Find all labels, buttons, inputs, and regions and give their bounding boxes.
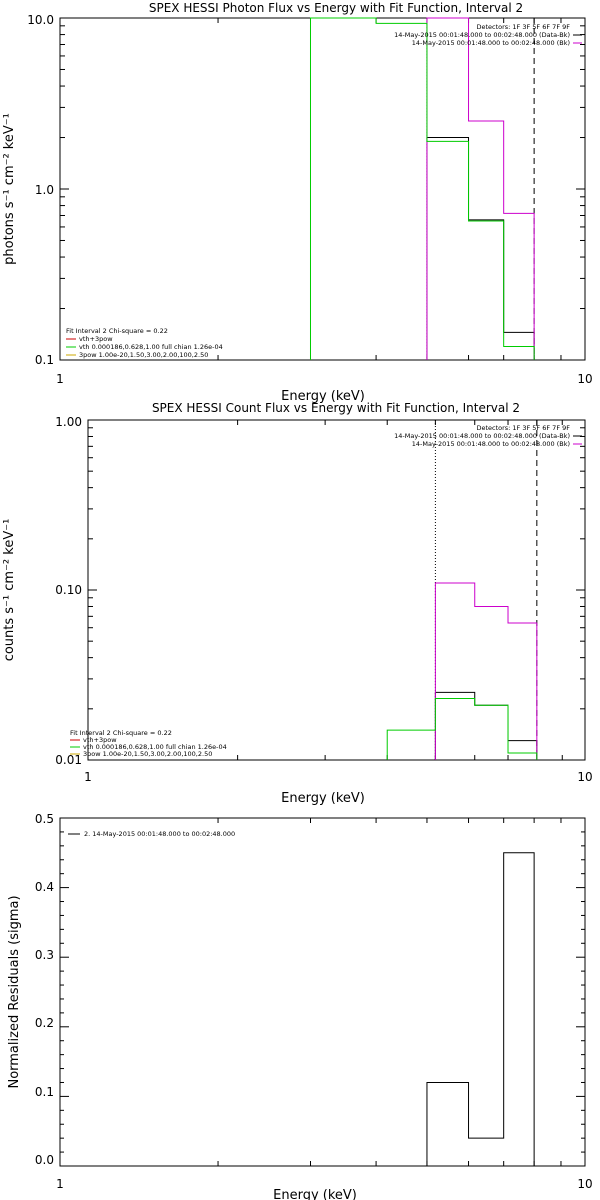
- photon-flux-panel: SPEX HESSI Photon Flux vs Energy with Fi…: [2, 1, 593, 404]
- y-tick-label: 0.4: [35, 880, 54, 894]
- legend-model-3pow: 3pow 1.00e-20,1.50,3.00,2.00,100,2.50: [79, 351, 208, 359]
- legend-model-3pow: 3pow 1.00e-20,1.50,3.00,2.00,100,2.50: [83, 750, 212, 758]
- background-series: [434, 582, 538, 760]
- count-flux-panel: SPEX HESSI Count Flux vs Energy with Fit…: [2, 401, 593, 806]
- legend-data-bk: 14-May-2015 00:01:48.000 to 00:02:48.000…: [394, 31, 570, 39]
- y-tick-label: 0.2: [35, 1016, 54, 1030]
- axis-ticks: [60, 17, 585, 361]
- plot-frame: [87, 419, 586, 761]
- plot-frame: [59, 817, 586, 1167]
- y-tick-label: 0.10: [55, 583, 82, 597]
- legend-interval: 2. 14-May-2015 00:01:48.000 to 00:02:48.…: [84, 830, 235, 838]
- x-axis-label: Energy (keV): [281, 791, 365, 806]
- y-tick-label: 1.0: [35, 183, 54, 197]
- legend-bk: 14-May-2015 00:01:48.000 to 00:02:48.000…: [412, 39, 570, 47]
- data-series-line: [426, 852, 535, 1166]
- legend-model-total: vth+3pow: [83, 736, 117, 744]
- legend-model-vth: vth 0.000186,0.628,1.00 full chian 1.26e…: [79, 343, 223, 351]
- x-axis-label: Energy (keV): [281, 389, 365, 404]
- legend-detectors: Detectors: 1F 3F 5F 6F 7F 9F: [476, 424, 570, 432]
- y-tick-label: 0.1: [35, 353, 54, 367]
- data-series-line: [426, 137, 535, 360]
- legend-detectors: Detectors: 1F 3F 5F 6F 7F 9F: [476, 23, 570, 31]
- x-tick-label: 1: [84, 770, 92, 784]
- model-series: [386, 698, 538, 760]
- y-axis-label: photons s⁻¹ cm⁻² keV⁻¹: [2, 113, 17, 265]
- axis-ticks: [60, 817, 585, 1167]
- plot-frame: [59, 17, 586, 361]
- legend-data-bk: 14-May-2015 00:01:48.000 to 00:02:48.000…: [394, 432, 570, 440]
- x-tick-label: 1: [56, 372, 64, 386]
- y-tick-label: 0.01: [55, 753, 82, 767]
- y-tick-label: 0.3: [35, 948, 54, 962]
- y-tick-label: 0.5: [35, 812, 54, 826]
- y-tick-label: 10.0: [27, 13, 54, 27]
- data-series-line: [434, 691, 538, 760]
- x-tick-label: 10: [577, 1177, 592, 1191]
- data-series: [426, 852, 535, 1166]
- y-tick-label: 0.0: [35, 1153, 54, 1167]
- residuals-panel: 1 10 0.0 0.1 0.2 0.3 0.4 0.5 Energy (keV…: [7, 812, 593, 1200]
- data-series: [309, 17, 535, 360]
- legend-fit-info: Fit Interval 2 Chi-square = 0.22: [70, 729, 172, 737]
- chart-title: SPEX HESSI Count Flux vs Energy with Fit…: [152, 401, 520, 415]
- fit-range-markers: [434, 420, 538, 760]
- x-tick-label: 10: [577, 372, 592, 386]
- data-series: [386, 582, 538, 760]
- y-axis-label: Normalized Residuals (sigma): [7, 895, 22, 1088]
- legend-fit-info: Fit Interval 2 Chi-square = 0.22: [66, 327, 168, 335]
- x-tick-label: 1: [56, 1177, 64, 1191]
- chart-title: SPEX HESSI Photon Flux vs Energy with Fi…: [149, 1, 523, 15]
- axis-ticks: [88, 419, 585, 761]
- fit-range-markers: [426, 18, 535, 360]
- y-tick-label: 1.00: [55, 415, 82, 429]
- background-series: [426, 17, 535, 360]
- legend-model-total: vth+3pow: [79, 335, 113, 343]
- legend-model-vth: vth 0.000186,0.628,1.00 full chian 1.26e…: [83, 743, 227, 751]
- x-axis-label: Energy (keV): [273, 1188, 357, 1200]
- x-tick-label: 10: [577, 770, 592, 784]
- y-tick-label: 0.1: [35, 1085, 54, 1099]
- legend-bk: 14-May-2015 00:01:48.000 to 00:02:48.000…: [412, 440, 570, 448]
- y-axis-label: counts s⁻¹ cm⁻² keV⁻¹: [2, 519, 17, 662]
- model-series: [309, 17, 535, 360]
